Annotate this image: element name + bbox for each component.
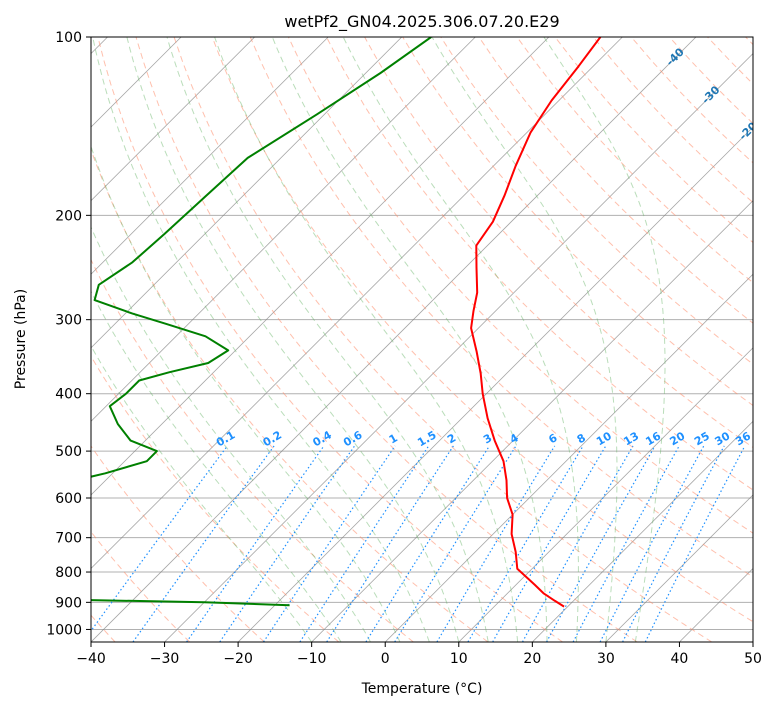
isotherm-line xyxy=(91,37,550,496)
moist-adiabat-line xyxy=(166,37,489,642)
plot-frame xyxy=(90,36,754,643)
moist-adiabat-line xyxy=(91,225,371,642)
dry-adiabat-line xyxy=(249,37,753,578)
mixing-ratio-line xyxy=(644,445,746,642)
mixing-ratio-line xyxy=(436,445,556,642)
moist-adiabat-line xyxy=(91,290,342,642)
dry-adiabat-line xyxy=(287,37,753,534)
mixing-ratio-line xyxy=(299,445,430,642)
moist-adiabat-line xyxy=(126,37,460,642)
isotherm-line xyxy=(605,494,753,642)
dry-adiabat-line xyxy=(173,37,713,642)
y-tick-label: 700 xyxy=(55,531,82,547)
mixing-ratio-line xyxy=(365,445,491,642)
plot-background xyxy=(91,37,753,642)
isotherm-line xyxy=(91,37,623,570)
isotherm-line xyxy=(91,37,697,642)
isotherm-line xyxy=(91,37,329,275)
mixing-ratio-line xyxy=(467,445,584,642)
y-tick-label: 600 xyxy=(55,491,82,507)
dry-adiabat-line xyxy=(135,37,638,642)
x-tick-label: 50 xyxy=(744,651,762,667)
moist-adiabat-line xyxy=(91,144,401,642)
dry-adiabat-line xyxy=(91,258,414,642)
mixing-ratio-line xyxy=(622,445,725,642)
x-tick-label: −30 xyxy=(150,651,180,667)
dry-adiabat-line xyxy=(97,37,563,642)
chart-title: wetPf2_GN04.2025.306.07.20.E29 xyxy=(284,12,559,32)
x-tick-label: 20 xyxy=(523,651,541,667)
x-tick-label: 10 xyxy=(450,651,468,667)
y-axis-title: Pressure (hPa) xyxy=(13,289,29,389)
mixing-ratio-line xyxy=(521,445,634,642)
profile-line xyxy=(91,37,432,607)
moist-adiabat-line xyxy=(92,37,430,642)
mixing-ratio-line xyxy=(394,445,517,642)
mixing-ratio-line xyxy=(186,445,325,642)
moist-adiabat-line xyxy=(543,37,666,642)
x-tick-label: −20 xyxy=(223,651,253,667)
mixing-ratio-line xyxy=(262,445,396,642)
y-tick-label: 500 xyxy=(55,444,82,460)
y-tick-label: 400 xyxy=(55,387,82,403)
x-tick-label: 0 xyxy=(381,651,390,667)
profile-line xyxy=(470,37,602,608)
dry-adiabat-line xyxy=(326,37,753,491)
moist-adiabat-line xyxy=(91,345,313,642)
y-tick-label: 100 xyxy=(55,30,82,46)
y-tick-label: 300 xyxy=(55,313,82,329)
moist-adiabat-line xyxy=(214,37,519,642)
moist-adiabat-line xyxy=(431,37,618,642)
isotherm-line xyxy=(91,37,476,422)
mixing-ratio-line xyxy=(326,445,454,642)
isotherm-line xyxy=(91,37,403,349)
dry-adiabat-line xyxy=(211,37,753,623)
x-tick-label: 30 xyxy=(597,651,615,667)
isotherm-line xyxy=(164,52,753,642)
moist-adiabat-line xyxy=(342,37,579,642)
y-tick-label: 800 xyxy=(55,565,82,581)
x-tick-label: −40 xyxy=(76,651,106,667)
isotherm-line xyxy=(91,37,255,202)
isotherm-line xyxy=(384,273,753,642)
y-tick-label: 200 xyxy=(55,208,82,224)
moist-adiabat-line xyxy=(271,37,548,642)
mixing-ratio-line xyxy=(546,445,656,642)
mixing-ratio-line xyxy=(219,445,356,642)
dry-adiabat-line xyxy=(91,355,340,642)
isotherm-line xyxy=(237,126,753,642)
dry-adiabat-line xyxy=(91,445,265,642)
x-tick-label: 40 xyxy=(671,651,689,667)
y-tick-label: 900 xyxy=(55,595,82,611)
isotherm-line xyxy=(458,347,753,642)
y-tick-label: 1000 xyxy=(46,622,82,638)
mixing-ratio-line xyxy=(132,445,275,642)
x-axis-title: Temperature (°C) xyxy=(361,681,483,697)
isotherm-line xyxy=(532,420,753,642)
x-tick-label: −10 xyxy=(297,651,327,667)
